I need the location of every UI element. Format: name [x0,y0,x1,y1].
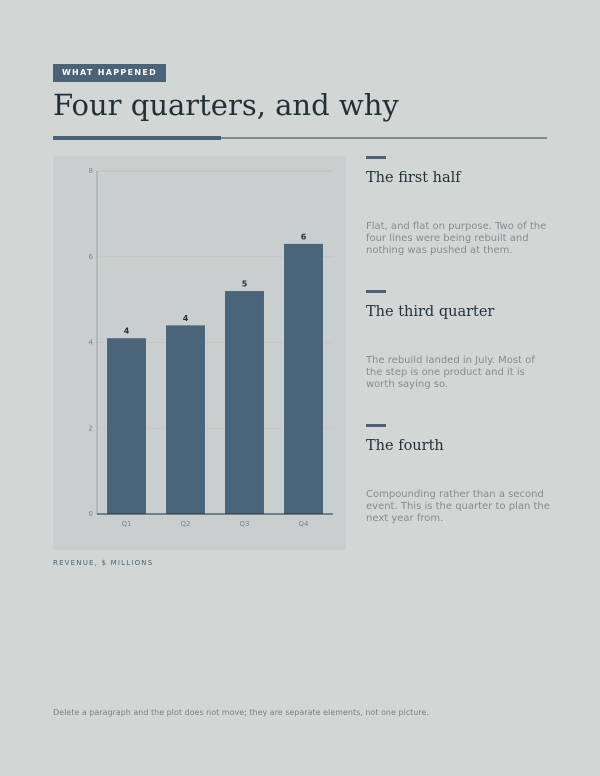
bar [225,291,264,514]
section-body: The rebuild landed in July. Most of the … [366,355,535,390]
x-tick-label: Q4 [299,520,310,528]
x-tick-label: Q3 [240,520,250,528]
section-accent [366,424,386,427]
bar [166,325,205,514]
section-heading: The first half [366,170,461,186]
section-heading: The fourth [366,438,444,454]
bar [284,243,323,514]
title-rule [53,136,221,140]
y-tick-label: 8 [89,167,93,175]
y-tick-label: 2 [89,424,93,432]
page-title: Four quarters, and why [53,88,399,122]
section-body: Flat, and flat on purpose. Two of the fo… [366,221,547,256]
section-accent [366,156,386,159]
chart: 0 2 4 6 8 Q1 4 Q2 4 Q3 5 Q4 6 [89,167,333,528]
title-rule [221,137,547,139]
section-accent [366,290,386,293]
footer-note: Delete a paragraph and the plot does not… [53,708,429,717]
y-tick-label: 0 [89,510,93,518]
y-tick-label: 4 [89,339,94,347]
bar [107,338,146,514]
value-label: 4 [124,327,130,336]
x-tick-label: Q2 [181,520,191,528]
section-tag: WHAT HAPPENED [53,64,166,82]
x-tick-label: Q1 [122,520,132,528]
value-label: 5 [242,280,248,289]
section-body: Compounding rather than a second event. … [366,489,550,524]
section-heading: The third quarter [366,304,495,320]
value-label: 6 [301,232,307,241]
chart-caption: REVENUE, $ MILLIONS [53,559,154,567]
value-label: 4 [183,314,189,323]
y-tick-label: 6 [89,253,94,261]
chart-panel: 0 2 4 6 8 Q1 4 Q2 4 Q3 5 Q4 6 [53,156,346,550]
